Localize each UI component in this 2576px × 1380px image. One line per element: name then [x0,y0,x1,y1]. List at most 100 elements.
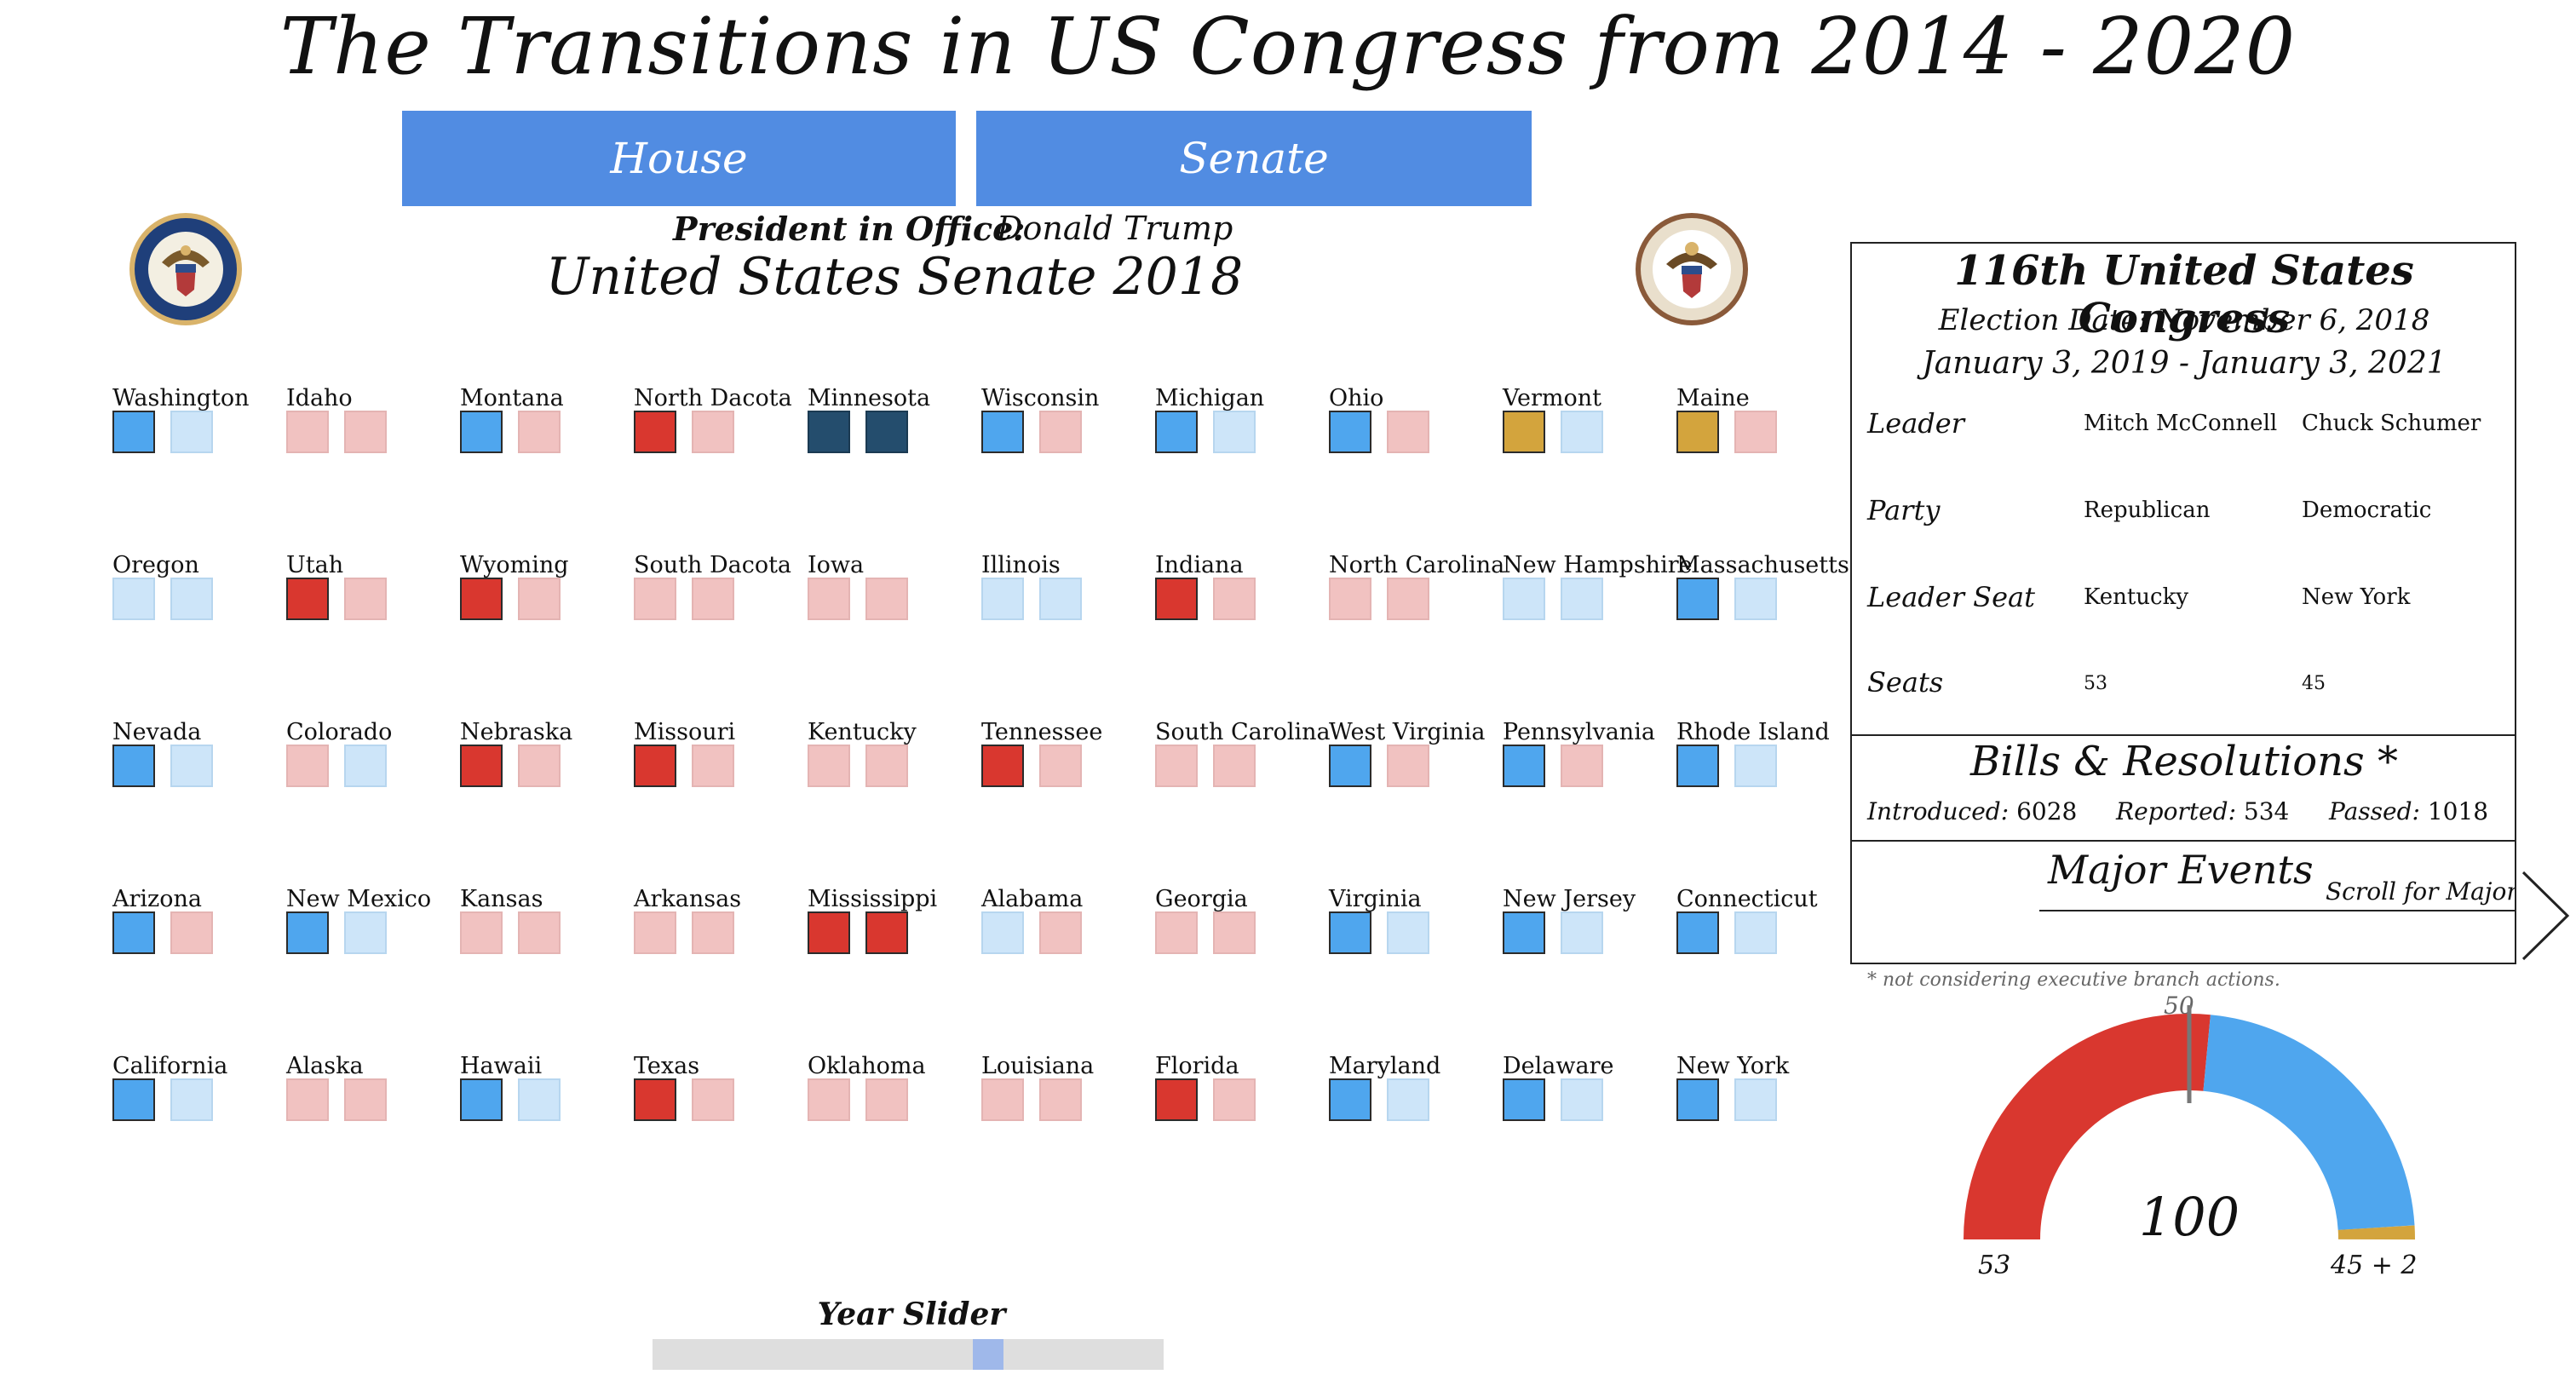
house-button[interactable]: House [402,111,956,206]
senate-seat[interactable] [1329,745,1371,787]
senate-seat[interactable] [692,411,734,453]
senate-button[interactable]: Senate [976,111,1532,206]
senate-seat[interactable] [1503,1078,1545,1121]
senate-seat[interactable] [1155,1078,1198,1121]
senate-seat[interactable] [1503,911,1545,954]
senate-seat[interactable] [112,1078,155,1121]
senate-seat[interactable] [170,911,213,954]
senate-seat[interactable] [518,411,561,453]
senate-seat[interactable] [460,911,503,954]
senate-seat[interactable] [1734,911,1777,954]
senate-seat[interactable] [344,745,387,787]
senate-seat[interactable] [1039,745,1082,787]
senate-seat[interactable] [460,411,503,453]
senate-seat[interactable] [286,911,329,954]
senate-seat[interactable] [1387,578,1429,620]
senate-seat[interactable] [344,911,387,954]
senate-seat[interactable] [634,1078,676,1121]
senate-seat[interactable] [981,745,1024,787]
senate-seat[interactable] [808,578,850,620]
senate-seat[interactable] [112,911,155,954]
senate-seat[interactable] [1503,411,1545,453]
senate-seat[interactable] [1503,578,1545,620]
scroll-right-icon[interactable] [2520,869,2571,963]
senate-seat[interactable] [1213,745,1256,787]
senate-seat[interactable] [1387,911,1429,954]
senate-seat[interactable] [518,578,561,620]
senate-seat[interactable] [1561,578,1603,620]
senate-seat[interactable] [1155,578,1198,620]
senate-seat[interactable] [1213,411,1256,453]
senate-seat[interactable] [518,745,561,787]
senate-seat[interactable] [1329,411,1371,453]
senate-seat[interactable] [808,411,850,453]
senate-seat[interactable] [344,411,387,453]
senate-seat[interactable] [865,745,908,787]
year-slider-track[interactable] [653,1339,1164,1370]
senate-seat[interactable] [1213,911,1256,954]
senate-seat[interactable] [1561,411,1603,453]
senate-seat[interactable] [1561,1078,1603,1121]
senate-seat[interactable] [1329,1078,1371,1121]
senate-seat[interactable] [460,745,503,787]
senate-seat[interactable] [1387,411,1429,453]
senate-seat[interactable] [1676,1078,1719,1121]
senate-seat[interactable] [865,578,908,620]
senate-seat[interactable] [1561,745,1603,787]
senate-seat[interactable] [1039,911,1082,954]
senate-seat[interactable] [1213,1078,1256,1121]
senate-seat[interactable] [460,578,503,620]
senate-seat[interactable] [1387,745,1429,787]
major-events-scroll-hint[interactable]: Scroll for Major Events [2326,877,2516,906]
senate-seat[interactable] [808,745,850,787]
senate-seat[interactable] [170,1078,213,1121]
senate-seat[interactable] [692,745,734,787]
senate-seat[interactable] [1213,578,1256,620]
senate-seat[interactable] [634,911,676,954]
senate-seat[interactable] [286,578,329,620]
senate-seat[interactable] [518,1078,561,1121]
senate-seat[interactable] [1676,411,1719,453]
senate-seat[interactable] [1155,911,1198,954]
senate-seat[interactable] [981,411,1024,453]
senate-seat[interactable] [170,578,213,620]
senate-seat[interactable] [692,578,734,620]
senate-seat[interactable] [1676,745,1719,787]
year-slider-handle[interactable] [973,1339,1003,1370]
senate-seat[interactable] [1155,411,1198,453]
senate-seat[interactable] [1503,745,1545,787]
senate-seat[interactable] [634,411,676,453]
senate-seat[interactable] [1734,1078,1777,1121]
senate-seat[interactable] [692,1078,734,1121]
senate-seat[interactable] [981,578,1024,620]
senate-seat[interactable] [112,411,155,453]
senate-seat[interactable] [981,911,1024,954]
senate-seat[interactable] [634,578,676,620]
senate-seat[interactable] [1039,578,1082,620]
senate-seat[interactable] [286,745,329,787]
senate-seat[interactable] [865,1078,908,1121]
senate-seat[interactable] [1561,911,1603,954]
senate-seat[interactable] [1039,411,1082,453]
senate-seat[interactable] [286,411,329,453]
senate-seat[interactable] [1734,745,1777,787]
senate-seat[interactable] [1676,911,1719,954]
senate-seat[interactable] [1329,578,1371,620]
senate-seat[interactable] [1734,578,1777,620]
senate-seat[interactable] [112,578,155,620]
senate-seat[interactable] [981,1078,1024,1121]
senate-seat[interactable] [344,1078,387,1121]
senate-seat[interactable] [170,745,213,787]
senate-seat[interactable] [634,745,676,787]
senate-seat[interactable] [1155,745,1198,787]
senate-seat[interactable] [460,1078,503,1121]
senate-seat[interactable] [518,911,561,954]
senate-seat[interactable] [1039,1078,1082,1121]
senate-seat[interactable] [170,411,213,453]
senate-seat[interactable] [112,745,155,787]
senate-seat[interactable] [286,1078,329,1121]
senate-seat[interactable] [865,911,908,954]
senate-seat[interactable] [1387,1078,1429,1121]
senate-seat[interactable] [808,911,850,954]
senate-seat[interactable] [1676,578,1719,620]
